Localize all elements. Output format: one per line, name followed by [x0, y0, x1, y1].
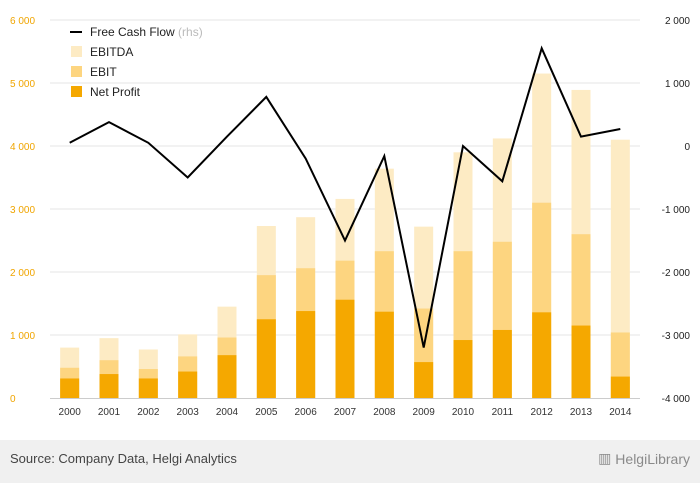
library-icon: ▥: [598, 450, 612, 466]
left-tick-label: 1 000: [10, 331, 35, 342]
legend-suffix-rhs: (rhs): [178, 25, 203, 39]
legend-label-free-cash-flow: Free Cash Flow (rhs): [90, 25, 203, 39]
x-tick-label: 2001: [98, 407, 121, 418]
source-text: Source: Company Data, Helgi Analytics: [10, 451, 237, 466]
right-tick-label: -4 000: [662, 394, 691, 405]
net-profit-bar-2010: [453, 340, 473, 398]
helgi-library-logo[interactable]: ▥ HelgiLibrary: [598, 450, 690, 467]
right-tick-label: 0: [684, 142, 690, 153]
net-profit-bar-2000: [60, 378, 80, 398]
left-tick-label: 3 000: [10, 205, 35, 216]
x-tick-label: 2012: [531, 407, 554, 418]
x-tick-label: 2007: [334, 407, 357, 418]
legend-label-ebit: EBIT: [90, 65, 117, 79]
net-profit-bar-2009: [414, 362, 434, 398]
net-profit-bar-2006: [296, 311, 316, 398]
x-tick-label: 2004: [216, 407, 239, 418]
footer: Source: Company Data, Helgi Analytics ▥ …: [0, 440, 700, 483]
net-profit-bar-2007: [335, 299, 355, 398]
x-tick-label: 2009: [413, 407, 436, 418]
left-tick-label: 6 000: [10, 16, 35, 27]
net-profit-bar-2005: [256, 319, 276, 398]
x-tick-label: 2006: [295, 407, 318, 418]
x-tick-label: 2010: [452, 407, 475, 418]
x-axis: 2000 2001 2002 2003 2004 2005 2006 2007 2008 2009…: [50, 398, 640, 418]
net-profit-bar-2013: [571, 325, 591, 398]
x-tick-label: 2002: [137, 407, 160, 418]
x-tick-label: 2005: [255, 407, 278, 418]
x-tick-label: 2003: [177, 407, 200, 418]
net-profit-bar-2011: [492, 329, 512, 398]
left-tick-label: 2 000: [10, 268, 35, 279]
logo-text: HelgiLibrary: [615, 450, 690, 467]
left-tick-label: 4 000: [10, 142, 35, 153]
right-tick-label: -2 000: [662, 268, 691, 279]
right-tick-label: -1 000: [662, 205, 691, 216]
net-profit-bar-2004: [217, 355, 237, 398]
free-cash-flow-line: [69, 45, 621, 348]
left-axis: 0 1 000 2 000 3 000 4 000 5 000 6 000: [10, 16, 35, 405]
right-tick-label: -3 000: [662, 331, 691, 342]
net-profit-bar-2012: [532, 312, 552, 398]
net-profit-bar-2003: [178, 371, 198, 398]
x-tick-label: 2011: [492, 407, 514, 418]
net-profit-bar-2008: [374, 311, 394, 398]
right-axis: -4 000 -3 000 -2 000 -1 000 0 1 000 2 000: [662, 16, 691, 405]
x-tick-label: 2013: [570, 407, 593, 418]
bars: [60, 73, 630, 399]
chart: 0 1 000 2 000 3 000 4 000 5 000 6 000 -4 000 -3…: [10, 16, 691, 418]
left-tick-label: 0: [10, 394, 16, 405]
right-tick-label: 1 000: [665, 79, 690, 90]
legend-swatch-ebit: [71, 66, 82, 77]
x-tick-label: 2000: [59, 407, 82, 418]
legend-swatch-ebitda: [71, 46, 82, 57]
left-tick-label: 5 000: [10, 79, 35, 90]
net-profit-bar-2014: [610, 376, 630, 398]
legend-swatch-net-profit: [71, 86, 82, 97]
x-tick-label: 2014: [609, 407, 632, 418]
legend-label-ebitda: EBITDA: [90, 45, 133, 59]
x-tick-label: 2008: [373, 407, 396, 418]
legend: Free Cash Flow (rhs) EBITDA EBIT Net Profit: [70, 25, 203, 99]
legend-label-net-profit: Net Profit: [90, 85, 141, 99]
net-profit-bar-2002: [138, 378, 158, 398]
fcf-line-layer: [69, 45, 621, 348]
net-profit-bar-2001: [99, 374, 119, 398]
right-tick-label: 2 000: [665, 16, 690, 27]
